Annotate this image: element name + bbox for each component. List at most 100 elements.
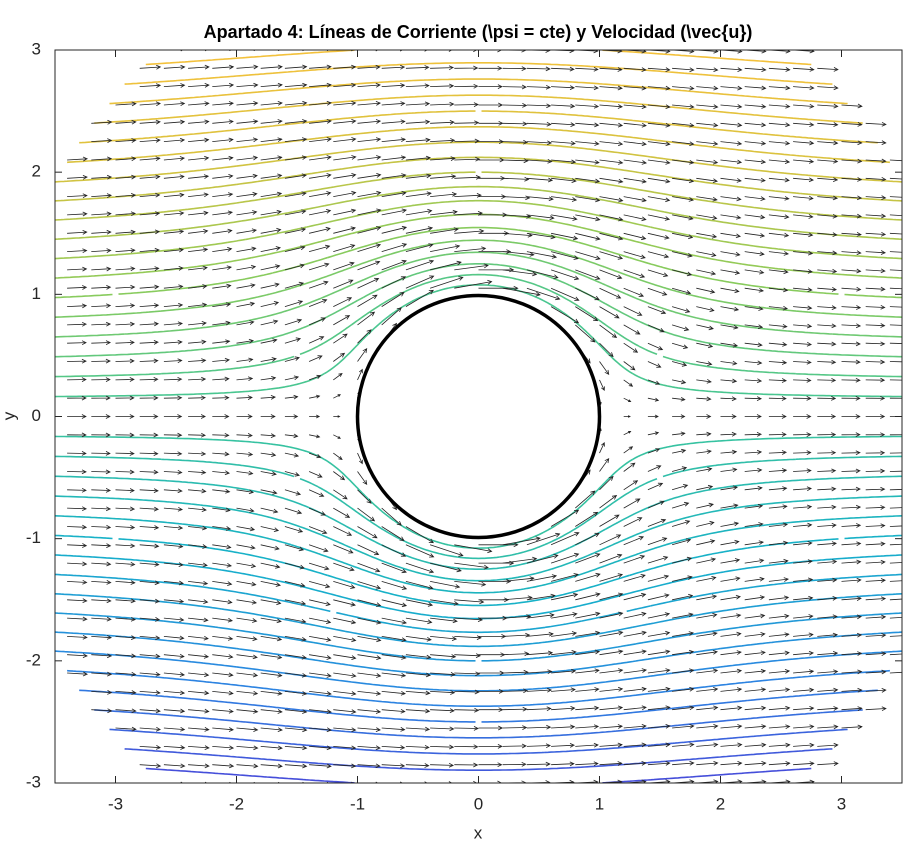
velocity-arrow (744, 324, 764, 330)
velocity-arrow (502, 195, 531, 201)
velocity-arrow (212, 708, 234, 714)
velocity-arrow (163, 119, 186, 125)
velocity-arrow (260, 452, 277, 457)
x-tick-label: 3 (837, 794, 846, 813)
velocity-arrow (768, 85, 791, 91)
velocity-arrow (381, 672, 407, 678)
velocity-arrow (333, 581, 356, 589)
velocity-arrow (526, 177, 554, 183)
velocity-arrow (720, 521, 740, 527)
streamline (67, 126, 890, 164)
velocity-arrow (720, 104, 743, 109)
velocity-arrow (163, 562, 184, 567)
velocity-arrow (623, 251, 646, 259)
velocity-arrow (696, 324, 714, 331)
velocity-arrow (333, 315, 351, 326)
velocity-arrow (115, 340, 135, 345)
velocity-arrow (526, 724, 552, 730)
velocity-arrow (793, 432, 812, 437)
velocity-arrow (478, 212, 508, 218)
velocity-arrow (357, 709, 382, 714)
velocity-arrow (696, 431, 712, 437)
velocity-arrow (526, 140, 553, 146)
velocity-arrow (212, 119, 234, 125)
x-axis-label: x (474, 823, 483, 842)
velocity-arrow (623, 287, 645, 297)
velocity-arrow (284, 654, 307, 660)
velocity-arrow (381, 727, 406, 732)
velocity-arrow (696, 414, 712, 419)
velocity-arrow (478, 84, 503, 89)
velocity-arrow (333, 434, 341, 439)
velocity-arrow (793, 595, 814, 601)
velocity-arrow (744, 449, 763, 455)
velocity-arrow (405, 781, 428, 783)
velocity-arrow (381, 208, 407, 216)
velocity-arrow (236, 414, 253, 419)
velocity-arrow (188, 727, 210, 732)
velocity-arrow (768, 342, 788, 347)
y-tick-label: -3 (26, 772, 41, 791)
velocity-arrow (647, 630, 671, 637)
velocity-arrow (405, 763, 430, 768)
velocity-arrow (163, 64, 186, 70)
velocity-arrow (260, 507, 279, 514)
velocity-arrow (381, 763, 406, 769)
velocity-arrow (720, 342, 738, 348)
velocity-arrow (236, 617, 258, 623)
velocity-arrow (889, 543, 902, 546)
velocity-arrow (696, 612, 718, 619)
velocity-arrow (381, 190, 407, 197)
velocity-arrow (502, 269, 538, 277)
velocity-arrow (817, 724, 839, 730)
velocity-arrow (551, 706, 576, 711)
velocity-arrow (405, 581, 434, 590)
velocity-arrow (212, 137, 234, 143)
velocity-arrow (115, 469, 135, 475)
velocity-arrow (841, 450, 861, 456)
velocity-arrow (333, 672, 357, 678)
velocity-arrow (91, 543, 112, 548)
velocity-arrow (817, 632, 839, 638)
velocity-arrow (212, 526, 232, 531)
velocity-arrow (188, 247, 209, 253)
velocity-arrow (163, 247, 184, 253)
velocity-arrow (671, 466, 688, 472)
velocity-arrow (720, 539, 740, 546)
velocity-arrow (308, 581, 331, 589)
velocity-arrow (502, 556, 538, 564)
velocity-arrow (841, 669, 863, 675)
velocity-arrow (865, 323, 886, 328)
velocity-arrow (623, 592, 647, 601)
velocity-arrow (817, 596, 838, 601)
velocity-arrow (357, 155, 382, 161)
velocity-arrow (115, 229, 136, 235)
velocity-arrow (260, 433, 277, 438)
velocity-arrow (260, 414, 276, 419)
velocity-arrow (696, 342, 714, 349)
velocity-arrow (478, 102, 504, 108)
velocity-arrow (526, 287, 561, 301)
velocity-arrow (163, 432, 183, 438)
velocity-arrow (188, 488, 207, 494)
velocity-arrow (478, 267, 515, 273)
velocity-arrow (91, 653, 113, 659)
velocity-arrow (357, 119, 382, 124)
velocity-arrow (551, 232, 579, 241)
velocity-arrow (357, 226, 382, 234)
velocity-arrow (284, 489, 302, 496)
velocity-arrow (647, 196, 671, 203)
velocity-arrow (430, 260, 462, 271)
velocity-arrow (91, 358, 111, 364)
velocity-arrow (115, 616, 136, 622)
velocity-arrow (865, 286, 886, 292)
velocity-arrow (91, 580, 112, 585)
velocity-arrow (744, 761, 767, 766)
velocity-arrow (889, 671, 902, 674)
velocity-arrow (381, 155, 407, 161)
velocity-arrow (430, 562, 462, 573)
velocity-arrow (768, 251, 789, 256)
velocity-arrow (720, 177, 742, 183)
streamline (55, 612, 902, 662)
velocity-arrow (430, 65, 455, 71)
